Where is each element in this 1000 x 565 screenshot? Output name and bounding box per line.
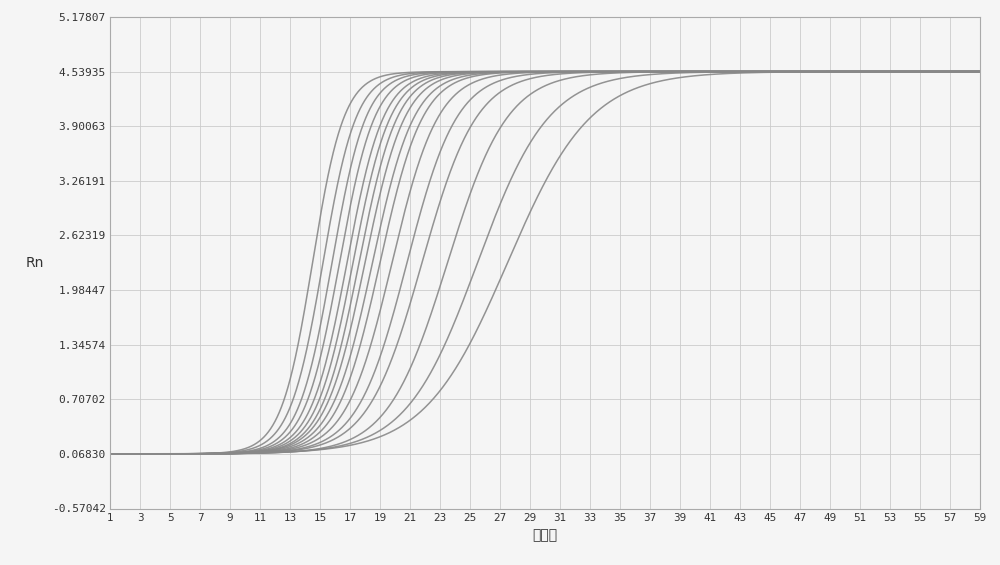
X-axis label: 循环数: 循环数 xyxy=(532,528,558,542)
Y-axis label: Rn: Rn xyxy=(26,256,44,270)
